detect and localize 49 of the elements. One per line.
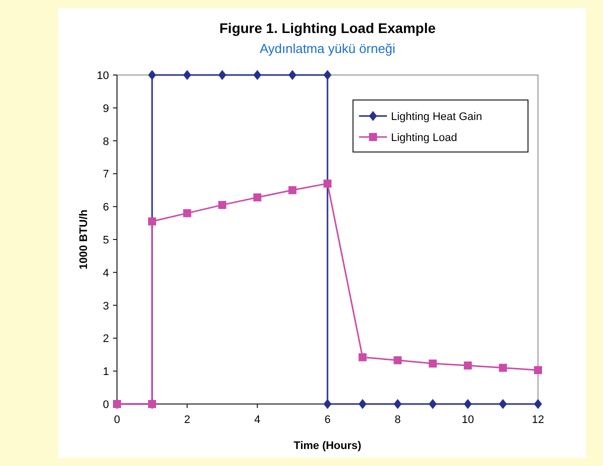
y-tick-label: 4 [102,267,109,280]
point [324,180,332,188]
point [253,193,262,202]
x-tick-label: 6 [324,414,331,426]
point [498,399,507,409]
chart-subtitle: Aydınlatma yükü örneği [260,41,396,56]
legend-label: Lighting Load [391,132,458,144]
x-tick-label: 12 [532,414,544,426]
y-tick-label: 1 [102,366,109,378]
point [183,209,192,218]
point [148,70,156,80]
point [358,399,367,409]
x-tick-label: 2 [184,414,190,426]
y-tick-label: 8 [102,136,109,148]
x-tick-label: 0 [114,414,120,426]
point [183,70,192,80]
point [148,217,156,226]
y-tick-label: 5 [102,234,109,246]
y-tick-label: 2 [102,333,109,346]
point [498,364,507,372]
x-tick-label: 4 [254,414,260,426]
point [358,353,367,362]
point [218,70,226,80]
point [428,360,437,368]
point [534,399,542,409]
y-tick-label: 10 [96,70,109,82]
y-tick-label: 6 [102,202,109,214]
point [534,366,542,374]
point [288,186,296,194]
y-tick-label: 9 [102,102,109,115]
point [464,362,472,370]
point [324,399,332,409]
y-tick-label: 7 [102,168,109,181]
y-axis-title: 1000 BTU/h [78,209,90,270]
point [288,70,296,80]
x-tick-label: 8 [394,414,401,426]
point [428,399,437,409]
point [394,356,402,364]
point [324,70,332,80]
point [394,399,402,409]
x-tick-label: 10 [462,414,474,426]
y-tick-label: 3 [102,300,109,312]
x-axis-title: Time (Hours) [294,440,362,452]
point [218,200,226,209]
chart-title: Figure 1. Lighting Load Example [219,20,436,36]
point [253,70,262,80]
legend-label: Lighting Heat Gain [391,111,482,123]
point [464,399,472,409]
y-tick-label: 0 [102,399,109,411]
